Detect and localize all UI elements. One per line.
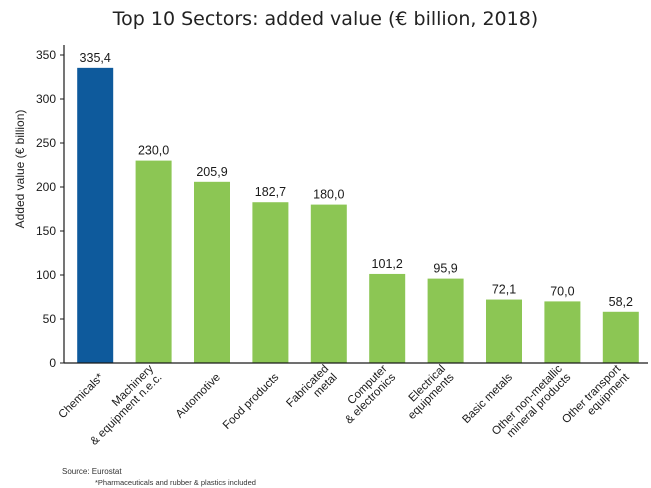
y-tick-label: 300 <box>36 92 56 106</box>
y-tick-label: 100 <box>36 268 56 282</box>
x-tick-label: Computer& electronics <box>343 363 398 427</box>
bar <box>544 301 581 363</box>
y-tick-label: 150 <box>36 224 56 238</box>
data-label: 180,0 <box>313 188 344 202</box>
y-tick-label: 0 <box>49 356 56 370</box>
chart-title: Top 10 Sectors: added value (€ billion, … <box>112 8 539 30</box>
bar <box>369 273 406 363</box>
y-axis-label: Added value (€ billion) <box>13 110 27 229</box>
y-tick-label: 250 <box>36 136 56 150</box>
x-tick-label-line: Food products <box>221 371 282 432</box>
x-tick-label: Chemicals* <box>57 371 107 421</box>
bar <box>252 202 289 363</box>
y-tick-label: 350 <box>36 48 56 62</box>
bar <box>602 311 639 363</box>
x-tick-label-line: Automotive <box>174 371 223 420</box>
data-label: 70,0 <box>550 284 574 298</box>
data-label: 101,2 <box>372 257 403 271</box>
bar <box>135 160 172 363</box>
data-label: 335,4 <box>80 51 111 65</box>
bar <box>194 181 230 363</box>
data-label: 95,9 <box>433 262 457 276</box>
x-tick-label: Automotive <box>174 371 223 420</box>
data-label: 58,2 <box>609 295 633 309</box>
y-tick-label: 50 <box>43 312 57 326</box>
y-tick-label: 200 <box>36 180 56 194</box>
x-tick-label: Food products <box>221 371 282 432</box>
bar <box>486 299 522 363</box>
data-label: 182,7 <box>255 185 286 199</box>
source-note: Source: Eurostat <box>62 467 122 476</box>
bar <box>77 67 114 364</box>
asterisk-footnote: *Pharmaceuticals and rubber & plastics i… <box>95 478 256 487</box>
data-label: 72,1 <box>492 283 516 297</box>
x-tick-label-line: Chemicals* <box>57 371 107 421</box>
bar <box>310 204 347 363</box>
bar <box>427 278 464 363</box>
data-label: 205,9 <box>196 165 227 179</box>
data-label: 230,0 <box>138 144 169 158</box>
x-tick-label-line: Other non-metallic <box>490 363 565 438</box>
